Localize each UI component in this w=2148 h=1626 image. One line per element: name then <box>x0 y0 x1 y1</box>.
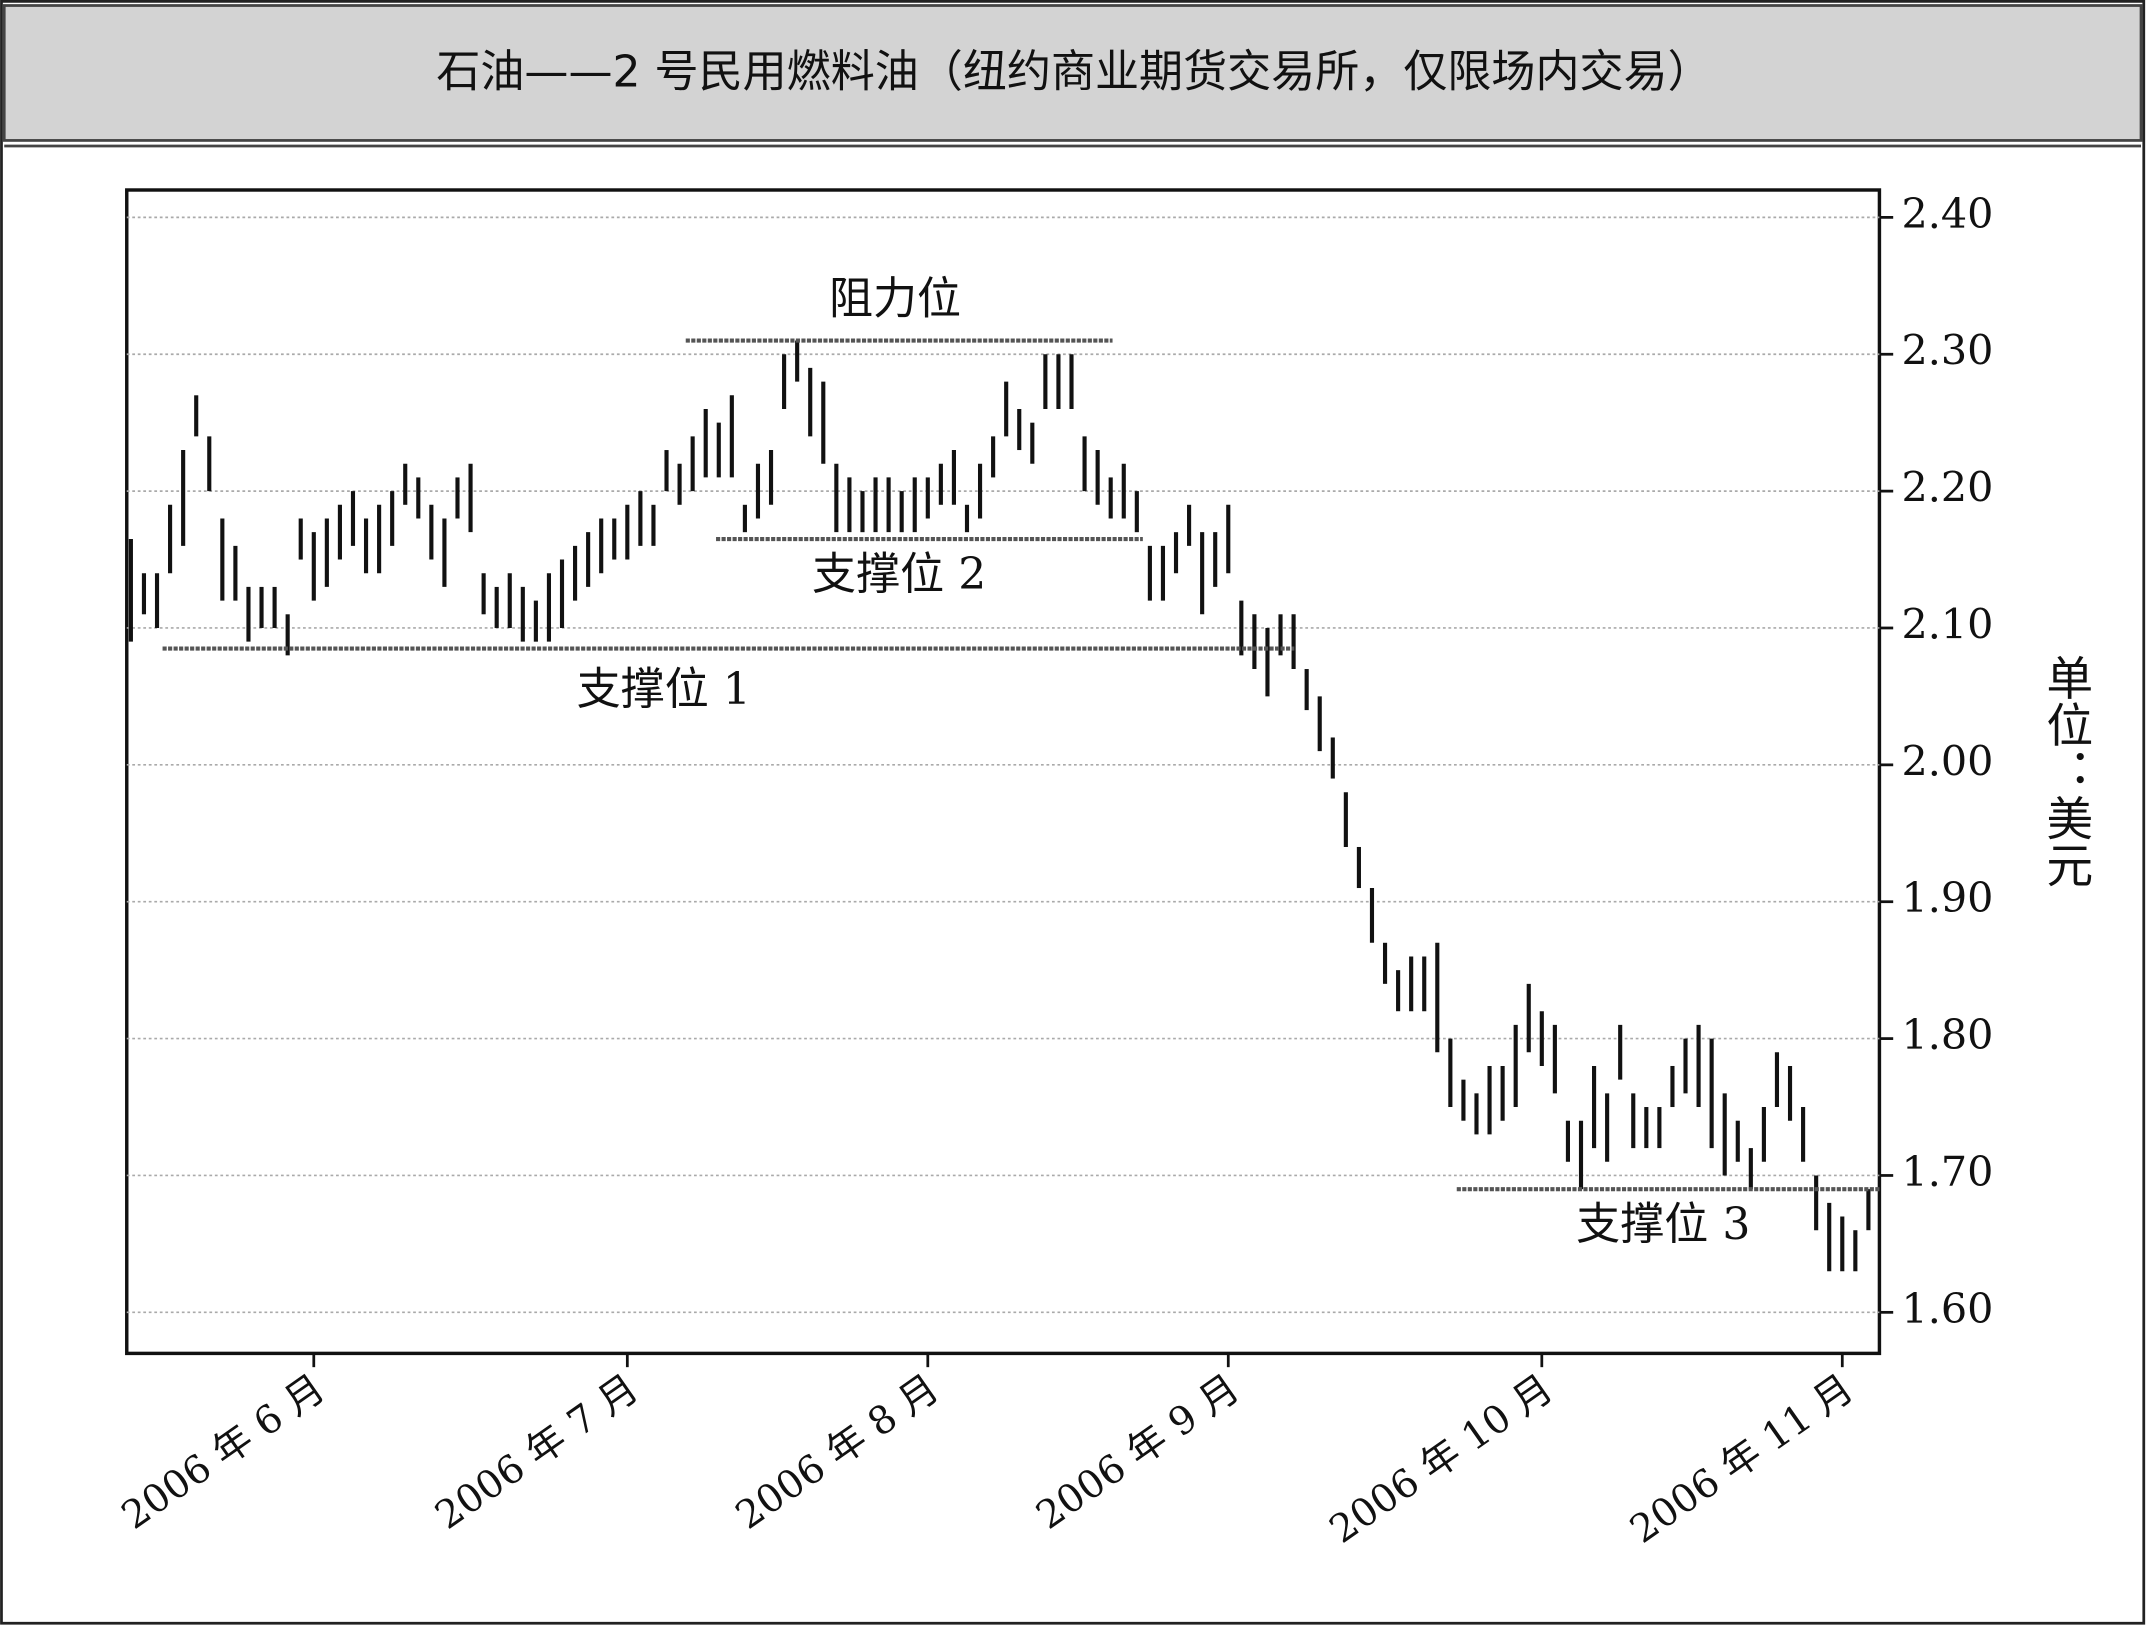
annotation: 支撑位 2 <box>812 549 986 600</box>
y-tick-label: 1.80 <box>1901 1011 1993 1059</box>
y-tick-label: 2.30 <box>1901 327 1993 375</box>
y-tick-label: 2.10 <box>1901 600 1993 648</box>
y-tick-label: 2.40 <box>1901 190 1993 238</box>
plot-area <box>125 188 1882 1356</box>
y-tick-label: 2.20 <box>1901 464 1993 512</box>
y-axis-label: 单位：美元 <box>2038 654 2092 888</box>
y-tick-label: 1.60 <box>1901 1285 1993 1333</box>
annotation: 支撑位 3 <box>1576 1199 1750 1250</box>
y-tick-label: 1.70 <box>1901 1148 1993 1196</box>
y-tick-label: 1.90 <box>1901 874 1993 922</box>
annotation: 支撑位 1 <box>577 664 751 715</box>
annotation: 阻力位 <box>829 274 961 325</box>
header <box>2 4 2143 142</box>
y-tick-label: 2.00 <box>1901 737 1993 785</box>
chart-title: 石油——2 号民用燃料油（纽约商业期货交易所，仅限场内交易） <box>436 46 1711 97</box>
